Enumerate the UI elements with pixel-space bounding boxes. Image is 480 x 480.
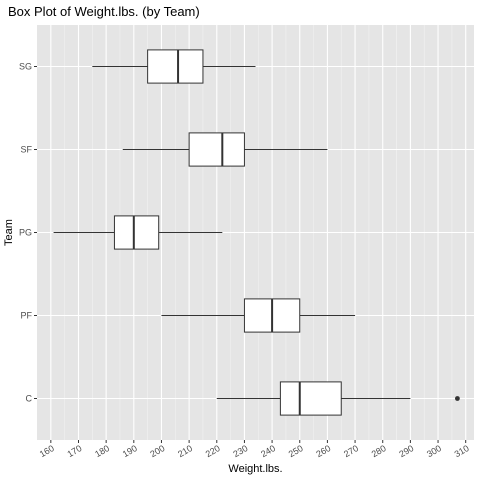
- x-tick-label: 270: [342, 443, 360, 459]
- box-group-pf: [161, 298, 356, 333]
- boxes: [53, 49, 460, 416]
- x-tick-label: 260: [314, 443, 332, 459]
- x-tick-label: 250: [287, 443, 305, 459]
- x-tick-label: 310: [453, 443, 471, 459]
- y-tick-label: SF: [20, 145, 32, 155]
- box: [188, 132, 245, 167]
- x-axis-title: Weight.lbs.: [228, 463, 282, 475]
- y-axis-title: Team: [3, 219, 15, 246]
- x-tick-label: 230: [231, 443, 249, 459]
- x-tick-label: 290: [397, 443, 415, 459]
- outlier-point: [455, 396, 460, 401]
- x-tick-label: 190: [121, 443, 139, 459]
- x-tick-label: 220: [204, 443, 222, 459]
- box: [147, 49, 204, 84]
- y-tick-label: C: [26, 394, 33, 404]
- x-tick-label: 180: [93, 443, 111, 459]
- box-group-sf: [122, 132, 328, 167]
- x-tick-label: 200: [148, 443, 166, 459]
- box: [113, 215, 160, 250]
- chart-title: Box Plot of Weight.lbs. (by Team): [8, 4, 200, 19]
- x-tick-label: 300: [425, 443, 443, 459]
- y-tick-label: SG: [19, 62, 32, 72]
- box-group-c: [216, 381, 460, 416]
- x-tick-label: 160: [38, 443, 56, 459]
- x-tick-label: 210: [176, 443, 194, 459]
- box-group-sg: [92, 49, 256, 84]
- x-tick-label: 280: [370, 443, 388, 459]
- box-group-pg: [53, 215, 223, 250]
- x-tick-label: 240: [259, 443, 277, 459]
- x-tick-label: 170: [65, 443, 83, 459]
- y-tick-label: PF: [20, 311, 32, 321]
- y-tick-label: PG: [19, 228, 32, 238]
- box: [279, 381, 342, 416]
